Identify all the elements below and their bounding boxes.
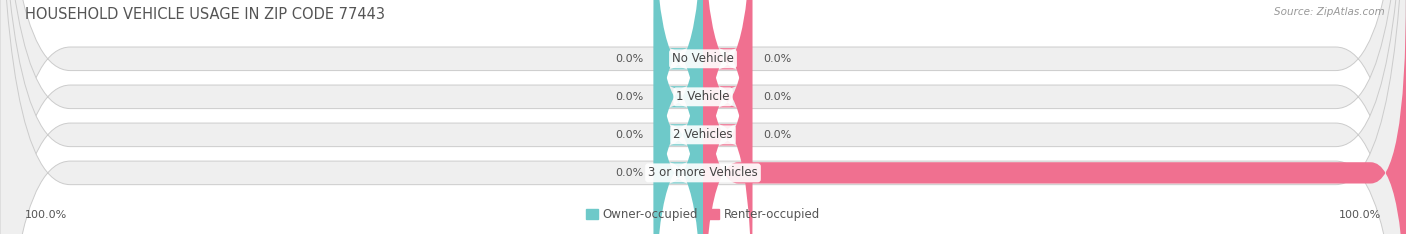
Text: 3 or more Vehicles: 3 or more Vehicles: [648, 166, 758, 179]
Text: 1 Vehicle: 1 Vehicle: [676, 90, 730, 103]
Text: No Vehicle: No Vehicle: [672, 52, 734, 65]
Text: 0.0%: 0.0%: [762, 130, 792, 140]
Text: 0.0%: 0.0%: [614, 168, 644, 178]
FancyBboxPatch shape: [654, 0, 703, 234]
FancyBboxPatch shape: [654, 0, 703, 234]
Text: Source: ZipAtlas.com: Source: ZipAtlas.com: [1274, 7, 1385, 17]
FancyBboxPatch shape: [654, 0, 703, 234]
FancyBboxPatch shape: [703, 0, 1406, 234]
Text: 100.0%: 100.0%: [25, 210, 67, 220]
Text: 0.0%: 0.0%: [614, 92, 644, 102]
FancyBboxPatch shape: [703, 0, 752, 234]
FancyBboxPatch shape: [703, 0, 752, 234]
Text: 0.0%: 0.0%: [614, 130, 644, 140]
Text: 0.0%: 0.0%: [614, 54, 644, 64]
Text: HOUSEHOLD VEHICLE USAGE IN ZIP CODE 77443: HOUSEHOLD VEHICLE USAGE IN ZIP CODE 7744…: [25, 7, 385, 22]
Text: 100.0%: 100.0%: [1339, 210, 1381, 220]
Legend: Owner-occupied, Renter-occupied: Owner-occupied, Renter-occupied: [581, 203, 825, 226]
FancyBboxPatch shape: [703, 0, 752, 234]
FancyBboxPatch shape: [654, 0, 703, 234]
Text: 2 Vehicles: 2 Vehicles: [673, 128, 733, 141]
Text: 0.0%: 0.0%: [762, 92, 792, 102]
Text: 0.0%: 0.0%: [762, 54, 792, 64]
